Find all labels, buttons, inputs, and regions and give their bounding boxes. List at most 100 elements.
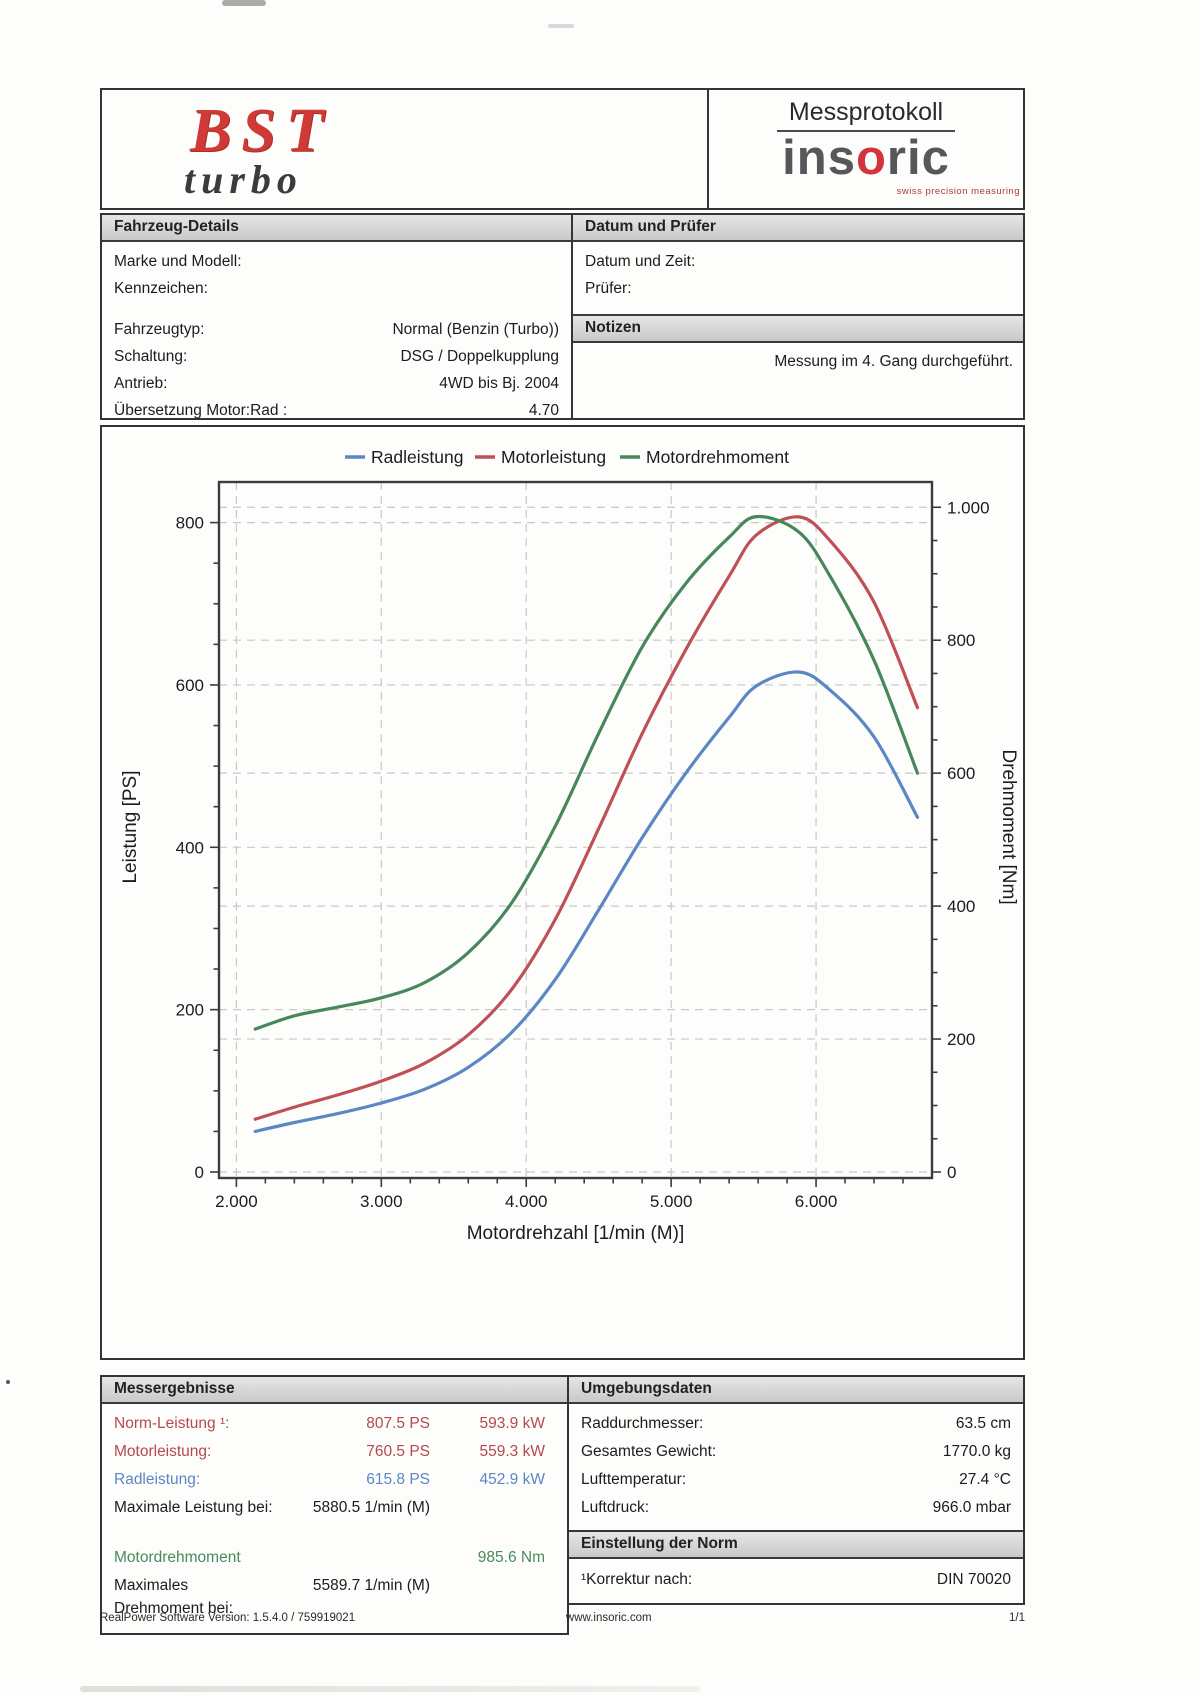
result-label: Motordrehmoment (114, 1548, 241, 1566)
scan-streak (80, 1686, 700, 1692)
chart-tick-labels: 2.000 3.000 4.000 5.000 6.000 0 200 400 600 800 0 2… (176, 498, 990, 1211)
legend-label: Motordrehmoment (646, 447, 789, 467)
turbo-logo: turbo (184, 157, 303, 202)
row-label: Schaltung: (114, 347, 188, 365)
x-tick-label: 5.000 (650, 1192, 693, 1211)
table-row: Gesamtes Gewicht: 1770.0 kg (569, 1437, 1023, 1465)
y-left-axis-title: Leistung [PS] (120, 770, 141, 883)
dyno-chart-box: 2.000 3.000 4.000 5.000 6.000 0 200 400 600 800 0 2… (100, 425, 1025, 1360)
legend-item: Motordrehmoment (620, 447, 789, 467)
result-value-1: 5880.5 1/min (M) (312, 1499, 430, 1517)
insoric-tagline: swiss precision measuring (896, 186, 1020, 197)
datum-pruefer-rows: Datum und Zeit: Prüfer: (573, 242, 1023, 314)
x-tick-label: 2.000 (215, 1192, 258, 1211)
scan-smudge (548, 24, 574, 28)
scan-smudge (222, 0, 266, 6)
row-value: 27.4 °C (959, 1471, 1011, 1488)
chart-grid (219, 482, 932, 1178)
table-row: Fahrzeugtyp: Normal (Benzin (Turbo)) (102, 316, 571, 343)
insoric-red-o: o (855, 131, 887, 185)
einstellung-norm-box: Einstellung der Norm ¹Korrektur nach: DIN… (569, 1532, 1025, 1606)
row-label: ¹Korrektur nach: (581, 1570, 693, 1588)
row-value: DSG / Doppelkupplung (400, 347, 559, 365)
table-row: Marke und Modell: (102, 248, 571, 275)
result-row: Radleistung: 615.8 PS 452.9 kW (102, 1466, 567, 1494)
row-label: Übersetzung Motor:Rad : (114, 402, 288, 420)
series-motorleistung (253, 515, 920, 1121)
x-tick-label: 3.000 (360, 1192, 403, 1211)
table-row: Datum und Zeit: (573, 248, 1023, 275)
table-row (102, 303, 571, 316)
result-row: Norm-Leistung ¹: 807.5 PS 593.9 kW (102, 1409, 567, 1437)
row-label: Luftdruck: (581, 1499, 650, 1517)
result-label: Maximale Leistung bei: (114, 1499, 273, 1517)
row-label: Antrieb: (114, 375, 168, 392)
y-right-tick-label: 800 (947, 631, 975, 650)
legend-item: Radleistung (345, 447, 463, 467)
row-label: Datum und Zeit: (585, 253, 696, 270)
details-section: Fahrzeug-Details Marke und Modell: Kennze… (100, 213, 1025, 420)
row-value: 4.70 (528, 402, 559, 420)
messergebnisse-rows: Norm-Leistung ¹: 807.5 PS 593.9 kW Motorlei… (102, 1404, 567, 1633)
footer-website: www.insoric.com (565, 1612, 652, 1624)
y-left-tick-label: 400 (176, 838, 204, 857)
footer-page-number: 1/1 (1009, 1612, 1025, 1624)
y-right-tick-label: 200 (947, 1030, 975, 1049)
table-row: ¹Korrektur nach: DIN 70020 (569, 1565, 1023, 1593)
note-text: Messung im 4. Gang durchgeführt. (774, 353, 1013, 370)
result-label: Norm-Leistung ¹: (114, 1414, 230, 1432)
section-header-fahrzeug-details: Fahrzeug-Details (102, 215, 571, 242)
insoric-logo: insoric (782, 131, 950, 185)
chart-frame (217, 480, 934, 1180)
y-left-tick-label: 0 (195, 1163, 204, 1182)
result-value-1: 807.5 PS (366, 1414, 430, 1432)
page-footer: RealPower Software Version: 1.5.4.0 / 75… (100, 1612, 1025, 1624)
result-label: Motorleistung: (114, 1442, 212, 1460)
document-header: BST turbo Messprotokoll insoric swiss pr… (100, 88, 1025, 210)
result-label: Radleistung: (114, 1471, 201, 1488)
y-right-tick-label: 600 (947, 764, 975, 783)
result-row: Motorleistung: 760.5 PS 559.3 kW (102, 1437, 567, 1465)
protocol-title: Messprotokoll (709, 98, 1023, 132)
y-right-tick-label: 400 (947, 897, 975, 916)
row-value: Normal (Benzin (Turbo)) (392, 320, 559, 338)
messergebnisse-box: Messergebnisse Norm-Leistung ¹: 807.5 PS 5… (100, 1375, 569, 1635)
y-right-axis-title: Drehmoment [Nm] (998, 749, 1019, 904)
section-header-umgebungsdaten: Umgebungsdaten (569, 1377, 1023, 1404)
result-value-2: 593.9 kW (479, 1414, 545, 1432)
result-value-1 (280, 1546, 430, 1569)
table-row: Lufttemperatur: 27.4 °C (569, 1466, 1023, 1494)
result-value-2: 452.9 kW (479, 1471, 545, 1488)
result-row (102, 1522, 567, 1543)
umgebungsdaten-box: Umgebungsdaten Raddurchmesser: 63.5 cm Ges… (569, 1375, 1025, 1532)
result-value-2: 559.3 kW (479, 1442, 545, 1460)
results-section: Messergebnisse Norm-Leistung ¹: 807.5 PS 5… (100, 1375, 1025, 1635)
table-row: Kennzeichen: (102, 275, 571, 302)
umgebung-column: Umgebungsdaten Raddurchmesser: 63.5 cm Ges… (569, 1375, 1025, 1606)
row-value: 966.0 mbar (932, 1499, 1011, 1517)
chart-ticks (210, 506, 941, 1187)
row-value: 4WD bis Bj. 2004 (439, 375, 559, 392)
scan-dot (6, 1380, 10, 1384)
table-row: Schaltung: DSG / Doppelkupplung (102, 343, 571, 370)
section-header-notizen: Notizen (573, 314, 1023, 343)
result-value-1: 760.5 PS (366, 1442, 430, 1460)
datum-notizen-column: Datum und Prüfer Datum und Zeit: Prüfer: … (573, 215, 1023, 418)
table-row: Luftdruck: 966.0 mbar (569, 1494, 1023, 1522)
dyno-chart-svg: 2.000 3.000 4.000 5.000 6.000 0 200 400 600 800 0 2… (120, 447, 1019, 1244)
footer-software-version: RealPower Software Version: 1.5.4.0 / 75… (100, 1612, 356, 1624)
section-header-einstellung-norm: Einstellung der Norm (569, 1532, 1023, 1559)
row-label: Kennzeichen: (114, 280, 208, 298)
bst-logo-cell: BST turbo (102, 90, 709, 208)
result-row: Maximale Leistung bei: 5880.5 1/min (M) (102, 1494, 567, 1522)
chart-legend: Radleistung Motorleistung Motordrehmoment (345, 447, 789, 467)
result-value-2: 985.6 Nm (477, 1548, 545, 1566)
result-row: Motordrehmoment 985.6 Nm (102, 1543, 567, 1571)
vehicle-details-column: Fahrzeug-Details Marke und Modell: Kennze… (102, 215, 573, 419)
result-value-1: 5589.7 1/min (M) (312, 1576, 430, 1594)
result-value-1: 615.8 PS (366, 1471, 430, 1488)
table-row: Prüfer: (573, 275, 1023, 302)
y-left-tick-label: 200 (176, 1001, 204, 1020)
y-right-tick-label: 0 (947, 1163, 956, 1182)
